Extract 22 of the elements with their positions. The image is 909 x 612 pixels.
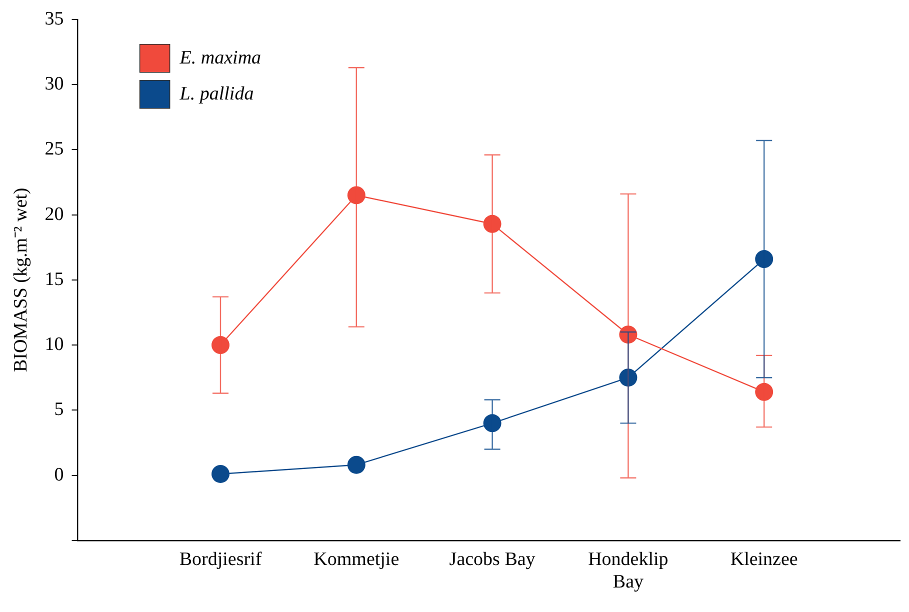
y-tick-label: 0 [54, 464, 64, 486]
point [347, 186, 366, 204]
x-tick-label: Bordjiesrif [179, 548, 262, 570]
point [211, 464, 230, 483]
y-tick-label: 10 [44, 334, 64, 356]
y-axis-title: BIOMASS (kg.m⁻² wet) [10, 188, 32, 372]
y-tick-label: 35 [44, 8, 64, 30]
x-tick-label: Kleinzee [730, 548, 798, 570]
legend-label: E. maxima [178, 47, 262, 68]
y-tick-label: 15 [44, 268, 64, 290]
x-tick-label: Hondeklip Bay [588, 548, 668, 593]
y-tick-label: 30 [44, 74, 64, 95]
x-tick-label: Kommetjie [314, 548, 400, 570]
y-tick-label: 20 [44, 204, 64, 225]
point [755, 250, 774, 268]
y-tick-label: 5 [54, 399, 64, 420]
y-tick-label: 25 [44, 138, 64, 160]
point [755, 382, 774, 401]
x-tick-label: Jacobs Bay [449, 548, 536, 570]
legend-label: L. pallida [178, 83, 254, 104]
point [211, 336, 230, 354]
point [347, 456, 366, 474]
